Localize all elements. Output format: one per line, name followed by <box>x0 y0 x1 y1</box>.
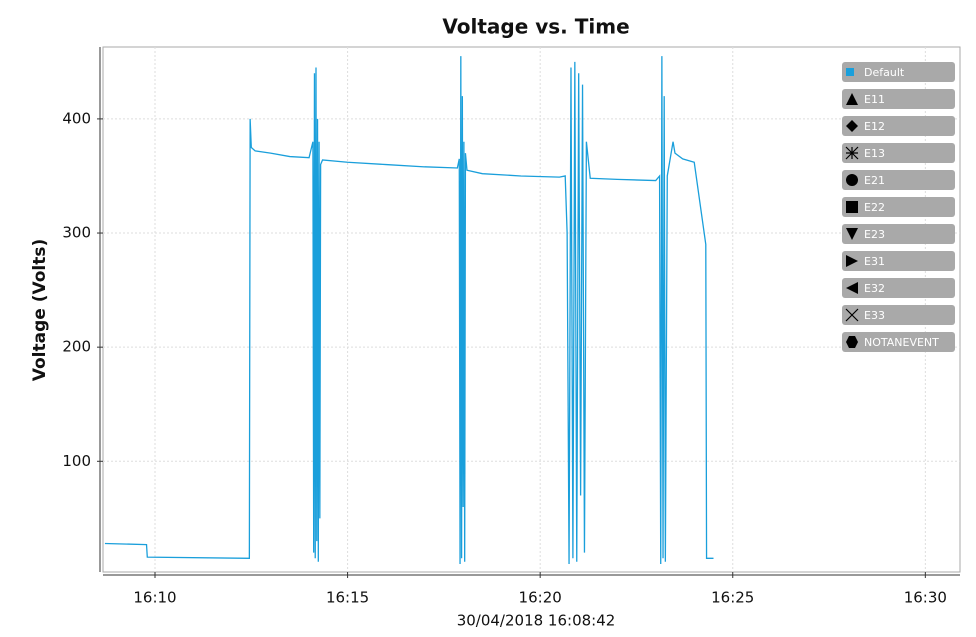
x-axis-label: 30/04/2018 16:08:42 <box>457 612 616 630</box>
legend-marker <box>846 68 854 76</box>
y-axis-label: Voltage (Volts) <box>30 239 50 381</box>
legend-item <box>842 170 955 190</box>
legend-label: E21 <box>864 174 885 187</box>
legend-item <box>842 332 955 352</box>
legend-marker <box>846 93 858 105</box>
legend-marker <box>846 282 858 294</box>
y-tick-label: 400 <box>62 109 91 127</box>
x-tick-label: 16:15 <box>326 589 369 607</box>
legend-label: E33 <box>864 309 885 322</box>
legend-item <box>842 89 955 109</box>
legend-label: E12 <box>864 120 885 133</box>
legend-label: E13 <box>864 147 885 160</box>
legend-label: NOTANEVENT <box>864 336 939 349</box>
y-tick-label: 200 <box>62 338 91 356</box>
legend-item <box>842 62 955 82</box>
x-tick-label: 16:10 <box>133 589 176 607</box>
legend-marker <box>846 336 858 348</box>
x-tick-label: 16:30 <box>904 589 947 607</box>
legend-item <box>842 251 955 271</box>
y-tick-label: 100 <box>62 452 91 470</box>
legend-item <box>842 305 955 325</box>
legend-item <box>842 278 955 298</box>
legend-item <box>842 197 955 217</box>
x-tick-label: 16:25 <box>711 589 754 607</box>
chart-title: Voltage vs. Time <box>442 15 629 39</box>
legend-label: E23 <box>864 228 885 241</box>
legend-marker <box>846 255 858 267</box>
legend-marker <box>846 201 858 213</box>
legend-item <box>842 224 955 244</box>
x-tick-label: 16:20 <box>519 589 562 607</box>
legend-label: E31 <box>864 255 885 268</box>
y-tick-label: 300 <box>62 224 91 242</box>
legend-marker <box>846 174 858 186</box>
data-line <box>104 56 714 565</box>
legend-item <box>842 143 955 163</box>
plot-area <box>102 46 961 573</box>
legend-marker <box>845 308 859 322</box>
legend-marker <box>846 228 858 240</box>
legend-label: Default <box>864 66 905 79</box>
legend-label: E11 <box>864 93 885 106</box>
legend-marker <box>845 146 859 160</box>
legend-marker <box>846 120 858 132</box>
legend-label: E32 <box>864 282 885 295</box>
legend-label: E22 <box>864 201 885 214</box>
legend-item <box>842 116 955 136</box>
